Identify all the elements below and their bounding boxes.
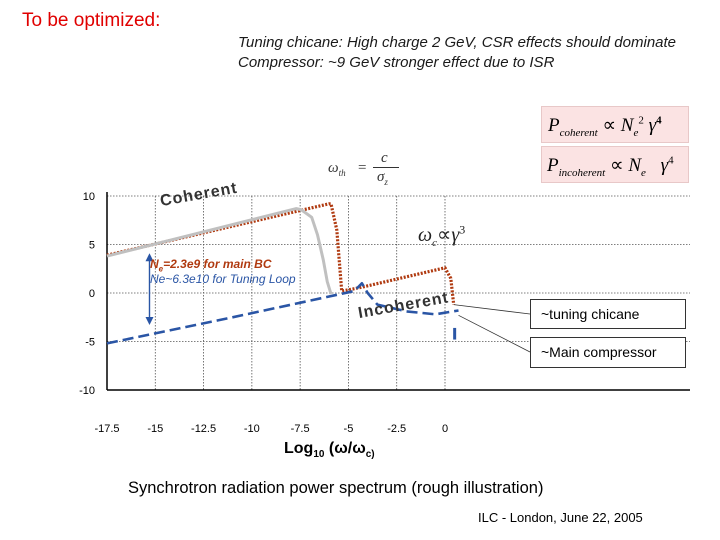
ne-main-bc-label: Ne=2.3e9 for main BC bbox=[150, 257, 272, 274]
x-tick-label: -5 bbox=[344, 423, 354, 435]
x-tick-label: -17.5 bbox=[94, 423, 119, 435]
y-tick-label: 5 bbox=[89, 240, 95, 252]
x-tick-label: -15 bbox=[147, 423, 163, 435]
y-tick-label: 0 bbox=[89, 288, 95, 300]
incoherent-power-formula: Pincoherent ∝ Ne γ4 bbox=[541, 146, 689, 183]
footer-date: ILC - London, June 22, 2005 bbox=[478, 510, 643, 525]
legend-leader-main bbox=[458, 314, 531, 353]
series-line-1 bbox=[106, 202, 456, 305]
x-tick-label: -12.5 bbox=[191, 423, 216, 435]
slide-heading: To be optimized: bbox=[22, 10, 161, 31]
x-tick-label: -7.5 bbox=[291, 423, 310, 435]
note-tuning-chicane: Tuning chicane: High charge 2 GeV, CSR e… bbox=[238, 34, 677, 51]
gap-arrow-head-up bbox=[145, 253, 154, 262]
x-tick-label: 0 bbox=[442, 423, 448, 435]
x-tick-label: -2.5 bbox=[387, 423, 406, 435]
figure-caption: Synchrotron radiation power spectrum (ro… bbox=[128, 479, 544, 497]
y-tick-label: -10 bbox=[79, 385, 95, 397]
ne-tuning-loop-label: Ne~6.3e10 for Tuning Loop bbox=[150, 272, 296, 286]
chart-axes bbox=[106, 192, 690, 391]
x-axis-label: Log10 (ω/ωc) bbox=[284, 440, 375, 461]
chart-ticks: 10 5 0 -5 -10 -17.5 -15 -12.5 -10 -7.5 -5 -2.5 0 bbox=[79, 191, 448, 435]
legend-leader-tuning bbox=[453, 304, 531, 315]
gap-arrow-head-down bbox=[145, 317, 154, 326]
y-tick-label: 10 bbox=[83, 191, 95, 203]
chart-curves bbox=[106, 202, 459, 345]
x-tick-label: -10 bbox=[244, 423, 260, 435]
series-line-3 bbox=[106, 282, 459, 345]
chart-marks bbox=[145, 253, 531, 353]
critical-frequency-formula: ωc∝γ3 bbox=[418, 222, 466, 249]
legend-main-compressor: ~Main compressor bbox=[530, 337, 686, 368]
series-line-2 bbox=[106, 207, 333, 295]
y-tick-label: -5 bbox=[85, 337, 95, 349]
note-compressor: Compressor: ~9 GeV stronger effect due t… bbox=[238, 54, 555, 71]
legend-tuning-chicane: ~tuning chicane bbox=[530, 299, 686, 329]
coherent-power-formula: Pcoherent ∝ Ne2 γ4 bbox=[541, 106, 689, 143]
